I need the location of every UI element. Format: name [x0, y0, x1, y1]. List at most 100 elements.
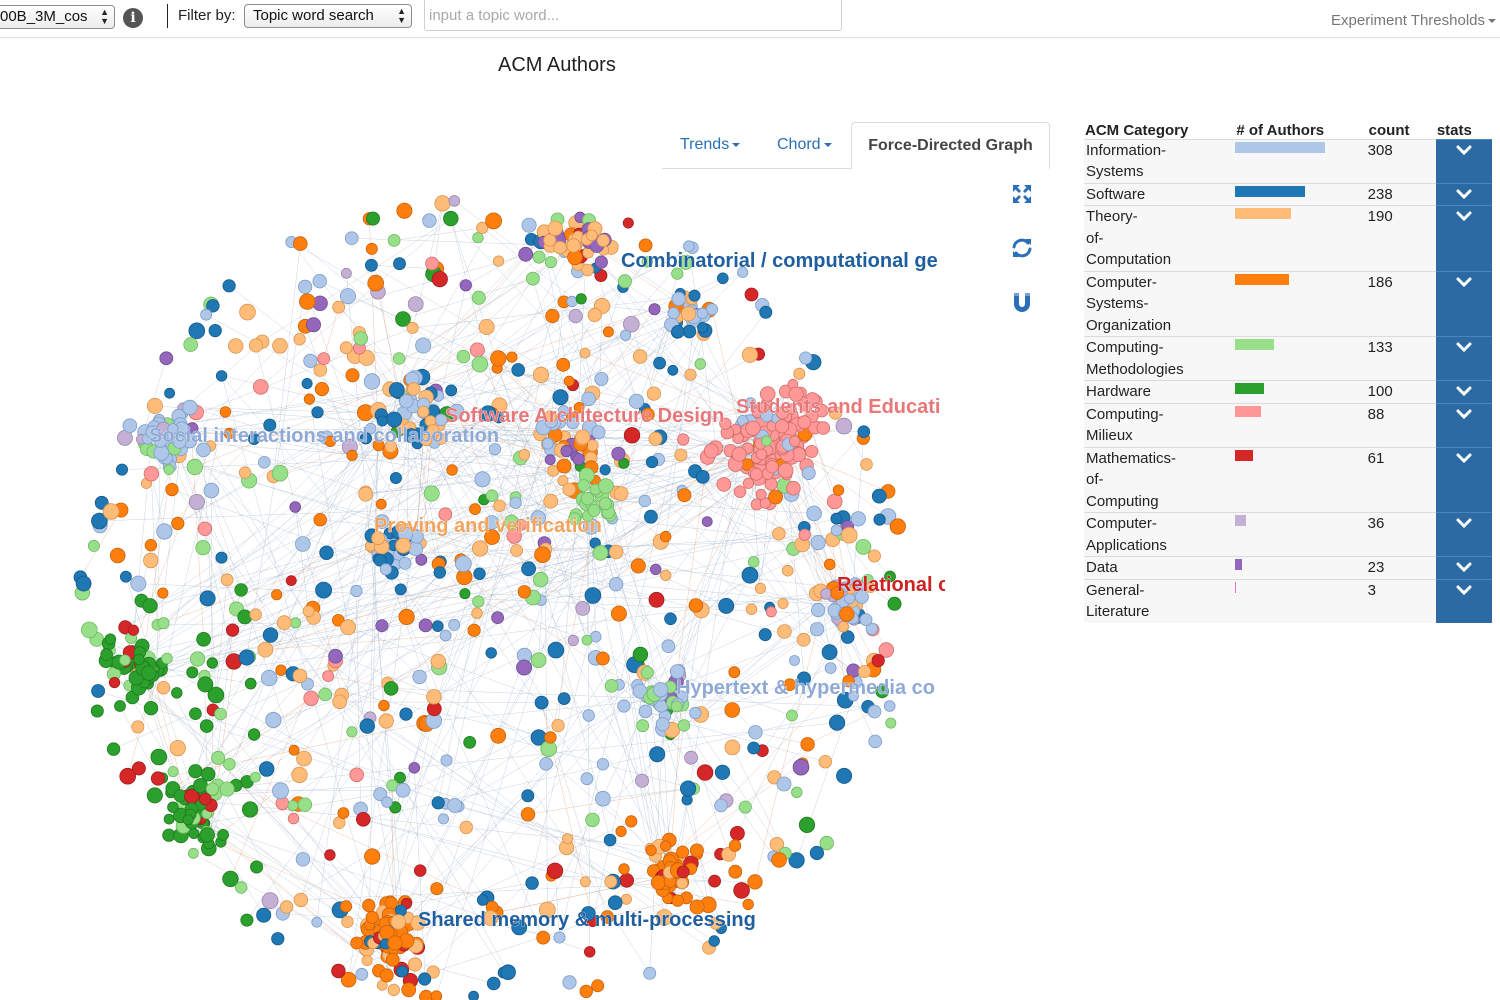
graph-node[interactable]: [182, 399, 198, 416]
graph-node[interactable]: [349, 767, 365, 783]
graph-node[interactable]: [146, 397, 163, 414]
graph-node[interactable]: [197, 676, 214, 693]
graph-node[interactable]: [594, 255, 608, 269]
graph-node[interactable]: [620, 893, 632, 905]
graph-node[interactable]: [775, 406, 790, 420]
graph-node[interactable]: [365, 910, 379, 924]
graph-node[interactable]: [289, 501, 302, 513]
graph-node[interactable]: [568, 512, 581, 526]
graph-node[interactable]: [398, 608, 415, 626]
graph-node[interactable]: [792, 758, 810, 776]
graph-node[interactable]: [468, 990, 479, 1000]
graph-node[interactable]: [222, 279, 236, 293]
graph-node[interactable]: [811, 602, 826, 618]
graph-node[interactable]: [695, 469, 710, 484]
graph-node[interactable]: [562, 975, 577, 990]
graph-node[interactable]: [150, 748, 168, 766]
graph-node[interactable]: [285, 575, 297, 586]
graph-node[interactable]: [161, 652, 173, 665]
graph-node[interactable]: [575, 601, 591, 616]
graph-node[interactable]: [425, 256, 440, 271]
graph-node[interactable]: [608, 544, 624, 560]
graph-node[interactable]: [271, 464, 289, 482]
graph-node[interactable]: [632, 646, 649, 663]
graph-node[interactable]: [777, 462, 794, 479]
graph-node[interactable]: [716, 477, 732, 492]
graph-node[interactable]: [403, 428, 419, 443]
graph-node[interactable]: [677, 719, 691, 732]
graph-node[interactable]: [641, 407, 655, 422]
graph-node[interactable]: [485, 212, 503, 230]
graph-node[interactable]: [422, 213, 437, 228]
graph-node[interactable]: [772, 527, 786, 541]
graph-node[interactable]: [759, 386, 776, 402]
graph-node[interactable]: [322, 670, 335, 682]
graph-node[interactable]: [799, 351, 813, 365]
graph-node[interactable]: [373, 553, 387, 567]
graph-node[interactable]: [857, 425, 871, 439]
tab-chord[interactable]: Chord: [777, 122, 832, 169]
graph-node[interactable]: [164, 387, 176, 399]
graph-node[interactable]: [562, 833, 574, 845]
graph-node[interactable]: [439, 629, 452, 642]
graph-node[interactable]: [417, 972, 432, 986]
graph-node[interactable]: [145, 425, 160, 439]
graph-node[interactable]: [486, 976, 501, 991]
graph-node[interactable]: [615, 825, 627, 838]
graph-node[interactable]: [415, 337, 432, 354]
graph-node[interactable]: [716, 272, 729, 285]
graph-node[interactable]: [545, 308, 560, 324]
graph-node[interactable]: [319, 545, 334, 561]
graph-node[interactable]: [249, 771, 261, 783]
graph-node[interactable]: [188, 828, 200, 840]
graph-node[interactable]: [227, 338, 244, 354]
graph-node[interactable]: [220, 573, 234, 587]
graph-node[interactable]: [379, 968, 394, 983]
graph-node[interactable]: [311, 406, 324, 419]
graph-node[interactable]: [199, 590, 216, 607]
graph-node[interactable]: [392, 352, 406, 365]
graph-node[interactable]: [871, 488, 887, 504]
graph-node[interactable]: [781, 564, 794, 577]
graph-node[interactable]: [694, 358, 707, 370]
graph-node[interactable]: [826, 493, 843, 510]
graph-node[interactable]: [459, 588, 471, 600]
graph-node[interactable]: [648, 591, 665, 608]
graph-node[interactable]: [324, 849, 336, 861]
graph-node[interactable]: [645, 455, 659, 469]
graph-node[interactable]: [410, 915, 426, 931]
graph-node[interactable]: [793, 367, 806, 380]
graph-node[interactable]: [313, 363, 328, 377]
graph-node[interactable]: [364, 848, 381, 865]
graph-node[interactable]: [791, 786, 803, 799]
graph-node[interactable]: [671, 267, 684, 280]
graph-node[interactable]: [363, 373, 381, 390]
graph-node[interactable]: [167, 423, 179, 435]
graph-node[interactable]: [297, 279, 313, 294]
graph-node[interactable]: [786, 709, 798, 722]
graph-node[interactable]: [628, 393, 645, 409]
graph-node[interactable]: [575, 293, 587, 305]
graph-node[interactable]: [339, 900, 353, 913]
graph-node[interactable]: [776, 776, 792, 792]
graph-node[interactable]: [358, 486, 374, 502]
graph-node[interactable]: [272, 337, 288, 354]
graph-node[interactable]: [587, 307, 602, 323]
graph-node[interactable]: [771, 852, 787, 868]
graph-node[interactable]: [157, 617, 170, 630]
graph-node[interactable]: [836, 767, 853, 784]
graph-node[interactable]: [749, 467, 763, 481]
graph-node[interactable]: [478, 318, 495, 335]
graph-node[interactable]: [516, 659, 533, 676]
graph-node[interactable]: [623, 427, 641, 444]
graph-node[interactable]: [660, 840, 672, 852]
graph-node[interactable]: [182, 814, 194, 826]
graph-node[interactable]: [292, 668, 308, 684]
graph-node[interactable]: [543, 493, 559, 509]
graph-node[interactable]: [579, 984, 593, 999]
graph-node[interactable]: [595, 651, 610, 666]
graph-node[interactable]: [102, 503, 120, 520]
graph-node[interactable]: [664, 612, 677, 626]
graph-node[interactable]: [748, 725, 763, 740]
graph-node[interactable]: [585, 812, 600, 828]
